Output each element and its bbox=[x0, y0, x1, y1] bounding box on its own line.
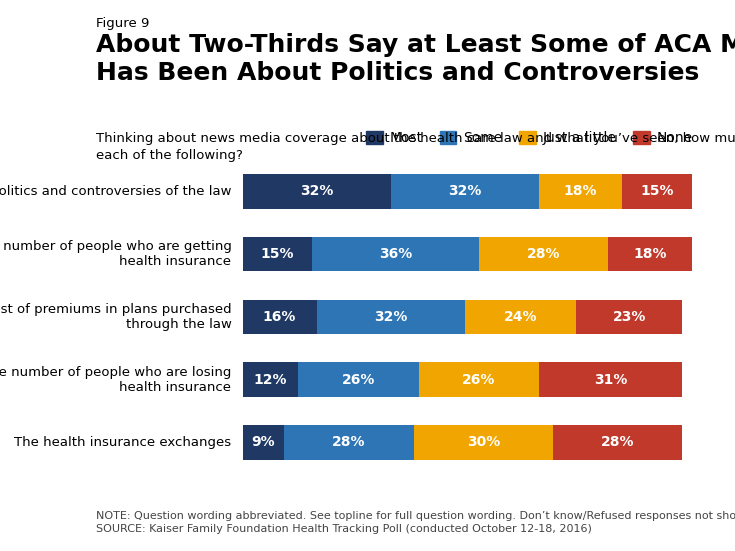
Text: 12%: 12% bbox=[254, 372, 287, 387]
Text: 28%: 28% bbox=[601, 435, 634, 449]
Text: 32%: 32% bbox=[448, 185, 481, 198]
Bar bbox=[414, 425, 553, 460]
Text: 15%: 15% bbox=[260, 247, 294, 261]
Text: 16%: 16% bbox=[263, 310, 296, 324]
Bar bbox=[418, 363, 539, 397]
Text: 18%: 18% bbox=[564, 185, 598, 198]
Text: 9%: 9% bbox=[251, 435, 275, 449]
Text: 26%: 26% bbox=[342, 372, 375, 387]
Text: 28%: 28% bbox=[527, 247, 560, 261]
Text: About Two-Thirds Say at Least Some of ACA Media Coverage
Has Been About Politics: About Two-Thirds Say at Least Some of AC… bbox=[96, 33, 735, 85]
Text: NOTE: Question wording abbreviated. See topline for full question wording. Don’t: NOTE: Question wording abbreviated. See … bbox=[96, 511, 735, 534]
Bar bbox=[243, 300, 317, 334]
Bar bbox=[298, 363, 418, 397]
Bar bbox=[243, 174, 391, 209]
Bar bbox=[243, 363, 298, 397]
Legend: Most, Some, Just a little, None: Most, Some, Just a little, None bbox=[361, 126, 698, 151]
Text: 26%: 26% bbox=[462, 372, 495, 387]
Bar bbox=[478, 237, 609, 271]
Bar bbox=[465, 300, 576, 334]
Bar bbox=[539, 363, 682, 397]
Text: 36%: 36% bbox=[379, 247, 412, 261]
Text: 15%: 15% bbox=[640, 185, 674, 198]
Text: 24%: 24% bbox=[503, 310, 537, 324]
Text: 30%: 30% bbox=[467, 435, 500, 449]
Text: Thinking about news media coverage about the health care law and what you’ve see: Thinking about news media coverage about… bbox=[96, 132, 735, 162]
Bar bbox=[312, 237, 478, 271]
Bar bbox=[243, 237, 312, 271]
Text: Figure 9: Figure 9 bbox=[96, 17, 149, 30]
Text: 18%: 18% bbox=[634, 247, 667, 261]
Bar bbox=[576, 300, 682, 334]
Text: 32%: 32% bbox=[300, 185, 334, 198]
Bar bbox=[391, 174, 539, 209]
Text: 28%: 28% bbox=[332, 435, 366, 449]
Bar bbox=[243, 425, 284, 460]
Bar bbox=[284, 425, 414, 460]
Bar bbox=[317, 300, 465, 334]
Text: 23%: 23% bbox=[612, 310, 646, 324]
Bar bbox=[539, 174, 623, 209]
Text: 32%: 32% bbox=[374, 310, 407, 324]
Bar bbox=[609, 237, 692, 271]
Bar bbox=[553, 425, 682, 460]
Text: 31%: 31% bbox=[594, 372, 628, 387]
Bar bbox=[623, 174, 692, 209]
